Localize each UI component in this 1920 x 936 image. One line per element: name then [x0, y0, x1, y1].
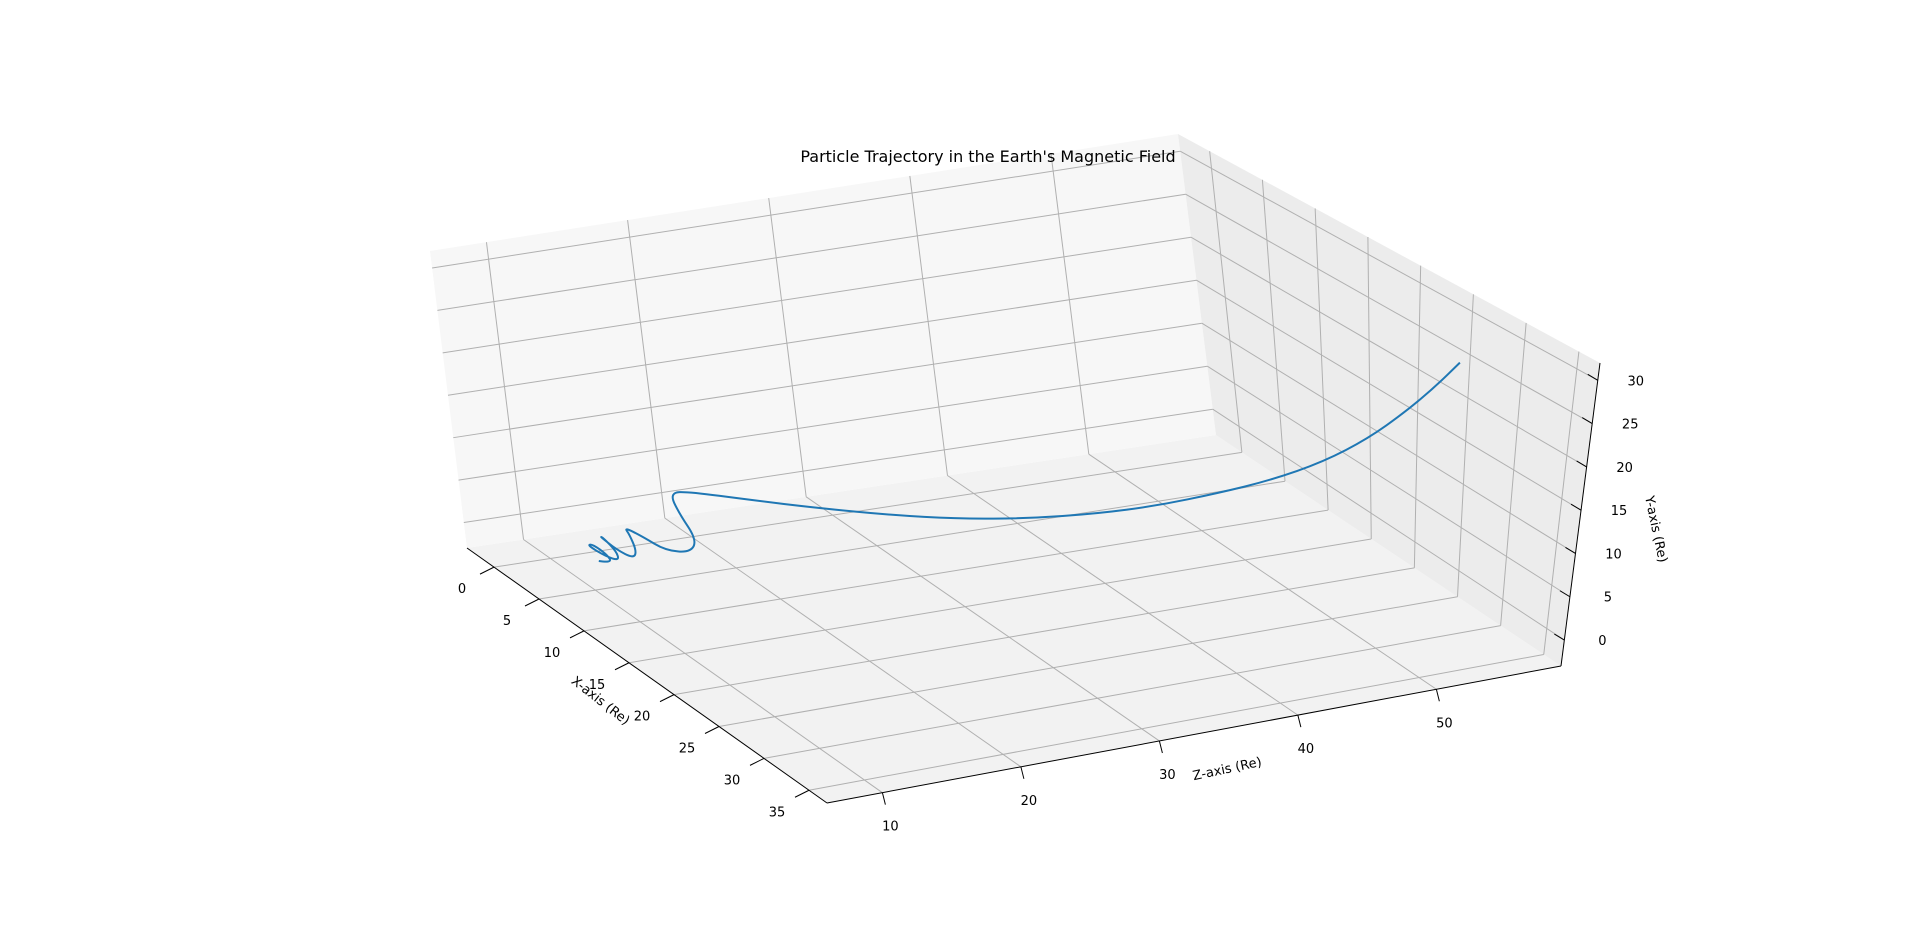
y-grid-back-line — [447, 279, 1197, 396]
z-grid-back-line — [485, 242, 525, 540]
y-grid-side-line — [1185, 193, 1593, 425]
axis-lines — [466, 362, 1601, 804]
x-grid-side-line — [1261, 179, 1286, 482]
x-tick-mark — [749, 757, 765, 766]
y-tick-label: 15 — [1611, 504, 1628, 519]
x-tick-mark — [524, 598, 540, 607]
y-tick-label: 10 — [1605, 547, 1622, 562]
y-tick-label: 5 — [1604, 591, 1612, 606]
y-tick-label: 25 — [1622, 418, 1639, 433]
x-grid-side-line — [1209, 151, 1243, 453]
y-grid-back-line — [437, 193, 1186, 311]
y-tick-label: 30 — [1627, 374, 1644, 389]
x-tick-mark — [569, 630, 585, 639]
z-tick-label: 10 — [882, 820, 899, 835]
floor-pane — [467, 435, 1561, 803]
x-tick-label: 10 — [544, 646, 561, 661]
x-tick-mark — [614, 662, 630, 671]
grid-lines — [432, 150, 1599, 794]
x-grid-floor-line — [628, 538, 1372, 664]
z-grid-floor-line — [947, 475, 1299, 716]
z-tick-mark — [1297, 714, 1302, 728]
x-grid-floor-line — [493, 451, 1242, 568]
x-axis-line — [466, 547, 828, 804]
chart-title: Particle Trajectory in the Earth's Magne… — [800, 147, 1175, 166]
y-tick-mark — [1581, 417, 1593, 425]
x-tick-label: 35 — [769, 805, 786, 820]
x-tick-label: 20 — [634, 710, 651, 725]
z-grid-floor-line — [523, 539, 883, 794]
z-tick-label: 50 — [1436, 716, 1453, 731]
y-tick-label: 20 — [1616, 461, 1633, 476]
y-axis-label: Y-axis (Re) — [1641, 494, 1670, 564]
z-grid-floor-line — [664, 517, 1022, 768]
z-tick-label: 40 — [1298, 742, 1315, 757]
y-axis-line — [1560, 362, 1601, 667]
z-grid-back-line — [1050, 153, 1090, 455]
z-axis-line — [826, 665, 1562, 804]
x-grid-floor-line — [583, 509, 1329, 632]
y-grid-side-line — [1190, 236, 1587, 468]
series-layer — [588, 361, 1461, 563]
axis-ticks: 0 5 10 15 20 25 30 35 10 20 30 40 50 0 5 10 15 20 25 30 — [458, 373, 1644, 835]
y-grid-back-line — [442, 236, 1192, 354]
z-tick-label: 20 — [1021, 794, 1038, 809]
x-grid-side-line — [1500, 322, 1527, 626]
y-grid-side-line — [1207, 365, 1571, 598]
y-grid-side-line — [1196, 279, 1582, 511]
y-grid-side-line — [1179, 150, 1599, 381]
x-tick-mark — [794, 789, 810, 798]
x-grid-floor-line — [808, 653, 1544, 791]
y-tick-mark — [1565, 547, 1576, 554]
x-tick-label: 5 — [503, 614, 511, 629]
z-tick-mark — [1435, 689, 1440, 702]
y-grid-back-line — [458, 365, 1208, 481]
z-tick-mark — [1158, 740, 1163, 754]
x-grid-floor-line — [718, 596, 1458, 727]
y-tick-mark — [1559, 590, 1571, 598]
z-grid-back-line — [768, 197, 807, 497]
x-grid-floor-line — [673, 567, 1415, 696]
x-tick-label: 0 — [458, 582, 466, 597]
y-tick-label: 0 — [1598, 634, 1606, 649]
x-tick-mark — [704, 726, 720, 734]
y-grid-side-line — [1201, 322, 1576, 554]
z-grid-back-line — [627, 220, 666, 519]
y-tick-mark — [1576, 460, 1587, 468]
x-tick-label: 25 — [679, 742, 696, 757]
y-grid-side-line — [1212, 408, 1565, 641]
y-tick-mark — [1570, 503, 1582, 511]
y-grid-back-line — [432, 150, 1181, 269]
x-grid-side-line — [1543, 351, 1580, 655]
z-tick-label: 30 — [1159, 768, 1176, 783]
x-tick-mark — [659, 694, 675, 703]
x-grid-floor-line — [763, 625, 1501, 759]
y-tick-mark — [1554, 633, 1565, 641]
z-axis-label: Z-axis (Re) — [1191, 755, 1263, 784]
x-grid-side-line — [1367, 237, 1372, 539]
x-tick-label: 15 — [589, 678, 606, 693]
trajectory-line — [588, 361, 1461, 563]
z-grid-back-line — [909, 175, 948, 476]
x-tick-mark — [479, 566, 495, 575]
side-pane — [1178, 134, 1600, 666]
x-grid-side-line — [1413, 265, 1422, 568]
x-grid-side-line — [1457, 294, 1474, 597]
y-grid-back-line — [453, 322, 1202, 439]
y-tick-mark — [1587, 373, 1599, 381]
z-tick-mark — [881, 792, 886, 805]
x-tick-label: 30 — [724, 773, 741, 788]
z-grid-floor-line — [1088, 453, 1437, 690]
y-grid-back-line — [463, 408, 1213, 524]
z-tick-mark — [1020, 766, 1025, 779]
z-grid-floor-line — [805, 496, 1160, 742]
x-grid-floor-line — [538, 480, 1286, 600]
